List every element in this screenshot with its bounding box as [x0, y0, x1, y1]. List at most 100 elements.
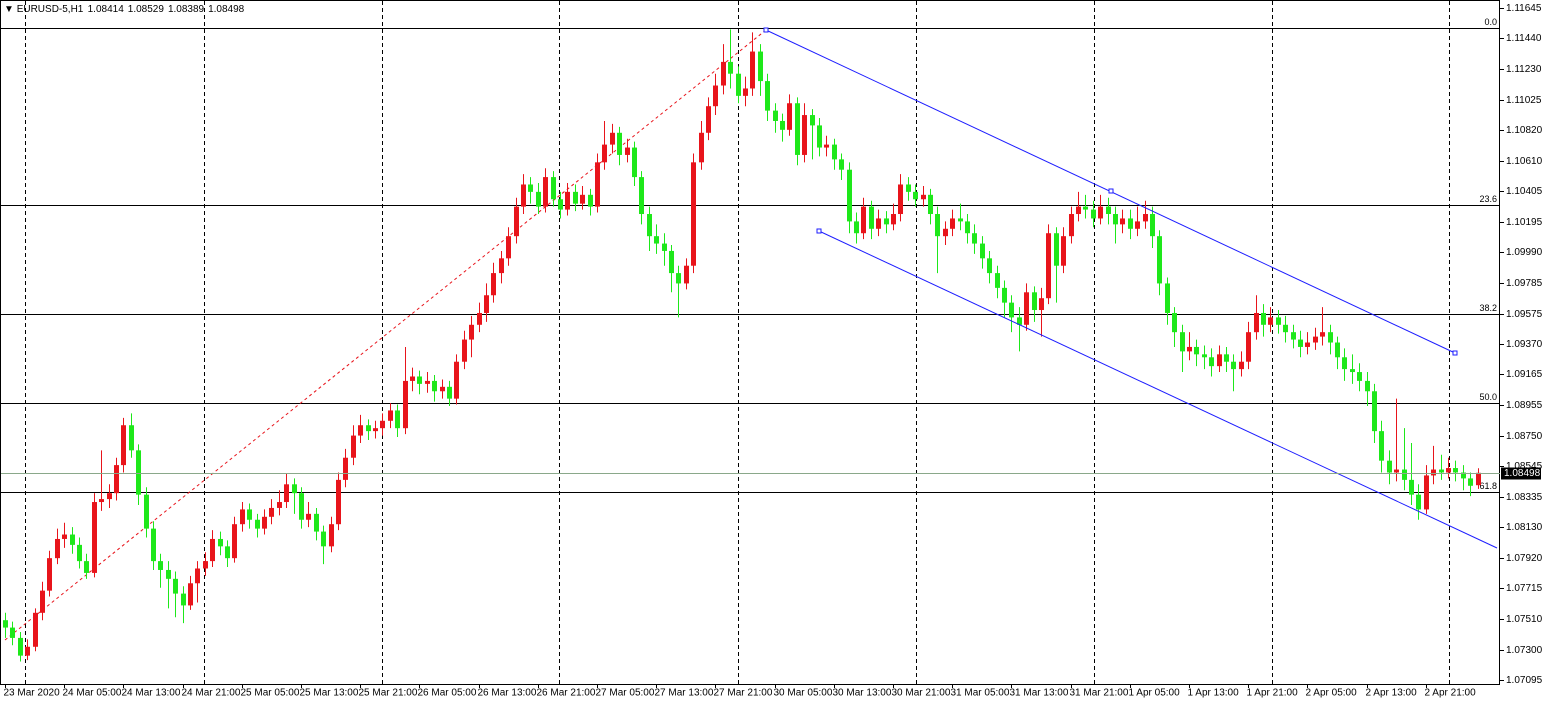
menu-arrow[interactable]: ▼: [4, 4, 17, 15]
candle-body: [410, 376, 415, 381]
candle-body: [595, 162, 600, 207]
candle-body: [1402, 469, 1407, 480]
candle-body: [765, 81, 770, 111]
candle-body: [417, 376, 422, 384]
anchor[interactable]: [1452, 350, 1458, 356]
candle-body: [580, 194, 585, 204]
candle-body: [144, 494, 149, 529]
candle-body: [395, 410, 400, 429]
x-tick-label: 24 Mar 21:00: [182, 688, 241, 699]
candle-body: [484, 295, 489, 313]
candle-body: [1135, 221, 1140, 229]
candle-body: [1172, 312, 1177, 333]
candle-body: [1424, 475, 1429, 510]
last-close: 1.08498: [208, 4, 245, 15]
candle-body: [158, 561, 163, 570]
candle-body: [314, 513, 319, 532]
candle-body: [972, 233, 977, 244]
last-low: 1.08389: [168, 4, 205, 15]
candle-body: [1120, 218, 1125, 225]
anchor[interactable]: [1108, 188, 1114, 194]
candle-body: [499, 258, 504, 274]
candle-body: [780, 120, 785, 130]
candle-body: [706, 106, 711, 133]
chart-header: ▼ EURUSD-5,H1 1.08414 1.08529 1.08389 1.0849…: [4, 4, 245, 15]
fib-baseline: [4, 29, 767, 641]
candle-body: [1083, 206, 1088, 210]
candle-body: [462, 339, 467, 362]
x-tick-label: 27 Mar 21:00: [714, 688, 773, 699]
candle-body: [1150, 214, 1155, 237]
candle-body: [832, 144, 837, 160]
candle-body: [1046, 233, 1051, 299]
candle-body: [514, 206, 519, 237]
y-tick-label: 1.10195: [1506, 217, 1542, 228]
candle-body: [1365, 380, 1370, 392]
candle-body: [225, 546, 230, 559]
candle-body: [506, 236, 511, 259]
anchor[interactable]: [816, 228, 822, 234]
candle-body: [736, 73, 741, 96]
candle-body: [610, 132, 615, 145]
candle-body: [1461, 472, 1466, 479]
candle-body: [935, 214, 940, 237]
candle-body: [810, 115, 815, 126]
candle-body: [928, 194, 933, 215]
candle-body: [136, 450, 141, 495]
candle-body: [861, 206, 866, 234]
candle-body: [1328, 332, 1333, 343]
candle-body: [92, 502, 97, 573]
candle-body: [232, 524, 237, 559]
fib-label: 0.0: [1484, 17, 1497, 27]
candle-body: [358, 425, 363, 436]
y-tick-label: 1.09165: [1506, 369, 1542, 380]
candle-body: [1246, 332, 1251, 362]
candle-body: [1076, 206, 1081, 215]
candle-body: [773, 110, 778, 121]
y-tick-label: 1.07300: [1506, 645, 1542, 656]
candle-body: [1305, 342, 1310, 347]
candle-body: [366, 425, 371, 432]
x-tick-label: 1 Apr 05:00: [1129, 688, 1181, 699]
x-tick-label: 27 Mar 05:00: [596, 688, 655, 699]
candle-body: [884, 218, 889, 225]
candle-body: [329, 524, 334, 547]
candle-body: [3, 620, 8, 628]
candle-body: [876, 218, 881, 229]
y-tick-label: 1.07510: [1506, 614, 1542, 625]
candle-body: [1180, 332, 1185, 352]
plot-border: [0, 0, 1500, 685]
candle-body: [55, 538, 60, 559]
x-tick-label: 30 Mar 21:00: [892, 688, 951, 699]
candle-body: [1239, 361, 1244, 370]
candle-body: [617, 132, 622, 155]
x-tick-label: 30 Mar 13:00: [833, 688, 892, 699]
candle-body: [847, 169, 852, 222]
y-tick-label: 1.10405: [1506, 186, 1542, 197]
x-tick-label: 2 Apr 05:00: [1306, 688, 1358, 699]
candle-body: [891, 214, 896, 225]
candle-body: [351, 435, 356, 458]
candle-body: [958, 218, 963, 222]
last-price-box: [1501, 467, 1541, 480]
x-tick-label: 31 Mar 21:00: [1070, 688, 1129, 699]
candle-body: [425, 380, 430, 384]
candle-body: [173, 578, 178, 594]
last-price-label: 1.08498: [1504, 468, 1541, 479]
candle-body: [18, 637, 23, 656]
x-tick-label: 1 Apr 21:00: [1247, 688, 1299, 699]
candle-body: [602, 144, 607, 163]
candle-body: [1157, 236, 1162, 284]
x-tick-label: 26 Mar 13:00: [478, 688, 537, 699]
x-tick-label: 24 Mar 05:00: [63, 688, 122, 699]
x-tick-label: 27 Mar 13:00: [655, 688, 714, 699]
candle-body: [336, 479, 341, 525]
candle-body: [980, 243, 985, 259]
candle-body: [1416, 494, 1421, 510]
candle-body: [543, 177, 548, 207]
x-tick-label: 2 Apr 13:00: [1366, 688, 1418, 699]
candle-body: [1128, 218, 1133, 229]
anchor[interactable]: [763, 27, 769, 33]
candle-body: [1165, 283, 1170, 313]
candle-body: [1106, 206, 1111, 215]
